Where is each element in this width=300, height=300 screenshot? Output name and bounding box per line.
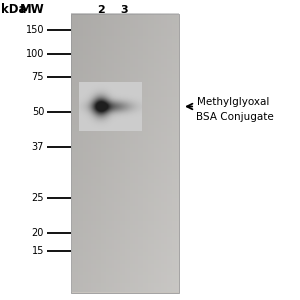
Text: 2: 2 bbox=[97, 4, 105, 15]
Text: 150: 150 bbox=[26, 25, 44, 35]
Text: 15: 15 bbox=[32, 246, 44, 256]
Text: 75: 75 bbox=[32, 71, 44, 82]
Bar bbox=[70, 14, 178, 292]
Text: BSA Conjugate: BSA Conjugate bbox=[196, 112, 274, 122]
Text: 20: 20 bbox=[32, 227, 44, 238]
Text: 50: 50 bbox=[32, 107, 44, 117]
Text: Methylglyoxal: Methylglyoxal bbox=[196, 97, 269, 107]
Text: 37: 37 bbox=[32, 142, 44, 152]
Text: 3: 3 bbox=[121, 4, 128, 15]
Text: MW: MW bbox=[20, 3, 45, 16]
Text: kDa: kDa bbox=[2, 3, 27, 16]
Text: 100: 100 bbox=[26, 49, 44, 59]
Text: 25: 25 bbox=[32, 193, 44, 203]
